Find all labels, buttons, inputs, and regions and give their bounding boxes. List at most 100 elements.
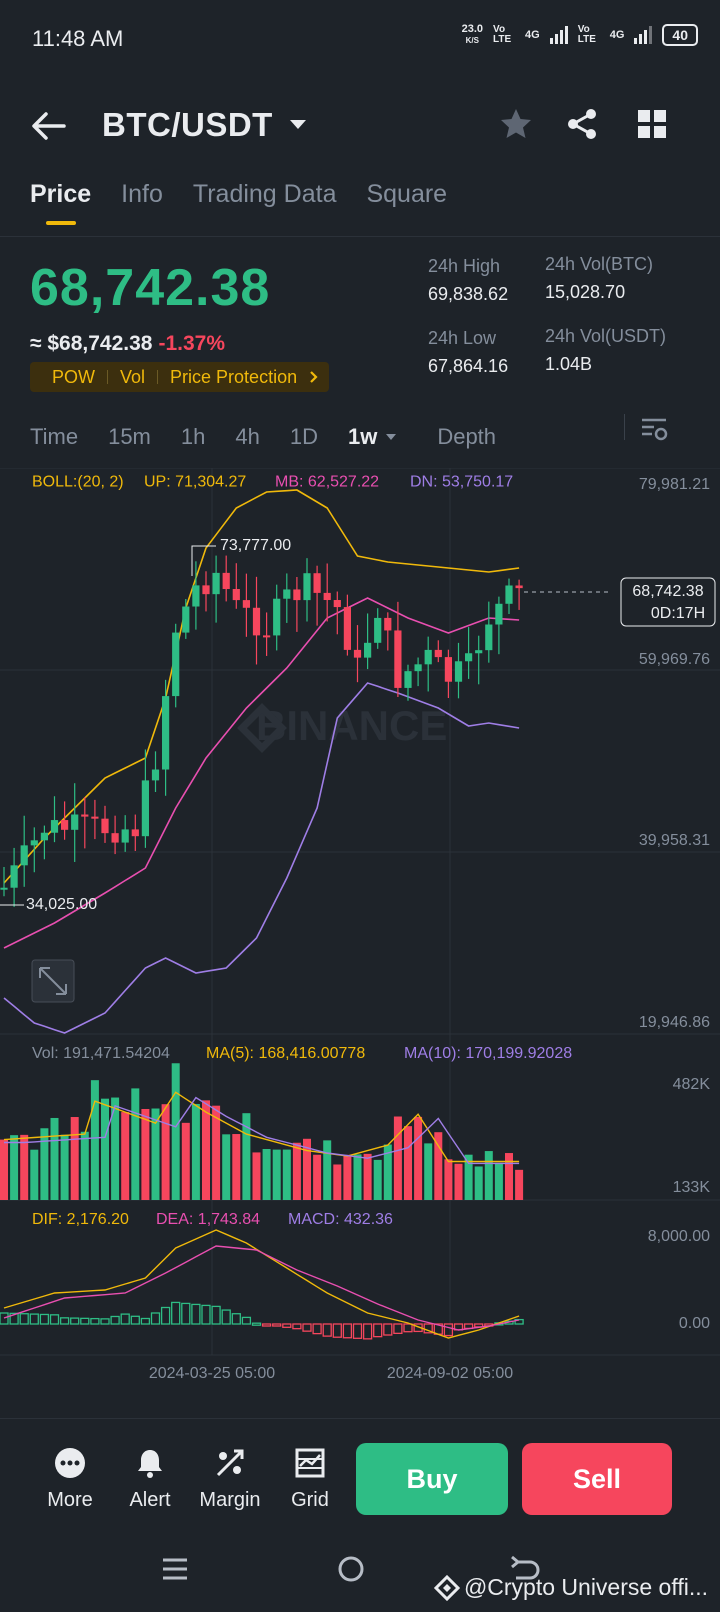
macd-bar	[140, 1317, 151, 1325]
candles	[0, 555, 523, 907]
grid-bot-button[interactable]: Grid	[270, 1447, 350, 1512]
margin-button[interactable]: Margin	[190, 1447, 270, 1512]
macd-bar	[150, 1312, 161, 1325]
vol-ma5-label: MA(5): 168,416.00778	[206, 1045, 365, 1062]
volume-bar	[161, 1104, 170, 1200]
signal-icon	[549, 26, 568, 44]
candle-body	[10, 865, 18, 888]
vol-btc-value: 15,028.70	[545, 282, 626, 302]
candle-body	[404, 671, 412, 688]
volte-label: Vo LTE	[493, 24, 512, 45]
volume-bar	[474, 1166, 483, 1200]
volume-bar	[484, 1151, 493, 1200]
interval-15m[interactable]: 15m	[108, 424, 151, 449]
volte-label-2: Vo LTE	[577, 24, 596, 45]
volume-bar	[0, 1139, 8, 1200]
alert-button[interactable]: Alert	[110, 1447, 190, 1512]
volume-bar	[272, 1149, 281, 1200]
volume-bar	[232, 1134, 241, 1200]
price-change: -1.37%	[158, 332, 226, 355]
tag-pills[interactable]: POW Vol Price Protection	[30, 362, 330, 392]
date-axis-label: 2024-03-25 05:00	[149, 1365, 275, 1382]
candle-body	[394, 630, 402, 688]
macd-bar	[373, 1323, 383, 1338]
macd-bar	[261, 1323, 272, 1327]
more-button[interactable]: More	[30, 1447, 110, 1512]
share-icon[interactable]	[564, 106, 600, 142]
candle-body	[444, 657, 452, 682]
tab-square[interactable]: Square	[366, 180, 448, 208]
volume-bar	[414, 1116, 423, 1200]
recents-icon[interactable]	[160, 1554, 190, 1584]
volume-bar	[111, 1097, 120, 1200]
candle-body	[434, 649, 442, 658]
boll-lower-line	[3, 682, 520, 1034]
chart-settings-icon[interactable]	[640, 414, 668, 442]
interval-4h[interactable]: 4h	[235, 424, 260, 449]
candle-body	[384, 617, 392, 631]
star-icon[interactable]	[498, 106, 534, 142]
candle-body	[182, 606, 190, 633]
interval-1w[interactable]: 1w	[348, 424, 397, 450]
macd-bar	[130, 1315, 140, 1325]
macd-bar	[342, 1323, 353, 1339]
macd-bar	[332, 1323, 342, 1338]
volume-bar	[212, 1105, 221, 1200]
vol-label: Vol: 191,471.54204	[32, 1045, 170, 1062]
macd-bar	[211, 1305, 221, 1325]
vol-btc-label: 24h Vol(BTC)	[545, 254, 654, 274]
macd-axis-label: 8,000.00	[648, 1228, 710, 1245]
macd-bar	[272, 1323, 282, 1327]
volume-bar	[353, 1154, 362, 1200]
back-nav-icon[interactable]	[508, 1554, 542, 1584]
tab-info[interactable]: Info	[121, 180, 163, 208]
tag-price-protection[interactable]: Price Protection	[170, 366, 298, 387]
system-nav-bar	[0, 1540, 720, 1612]
candlestick-chart[interactable]: BINANCE BOLL:(20, 2) UP: 71,304.27 MB: 6…	[0, 468, 720, 1416]
volume-bar	[50, 1117, 59, 1200]
tag-pow[interactable]: POW	[52, 366, 95, 387]
buy-button[interactable]: Buy	[356, 1443, 508, 1515]
volume-bar	[222, 1134, 231, 1200]
candle-body	[50, 820, 59, 833]
sell-button[interactable]: Sell	[522, 1443, 672, 1515]
volume-bar	[343, 1154, 352, 1200]
candle-body	[515, 585, 523, 589]
macd-bar	[383, 1323, 393, 1336]
candle-body	[303, 573, 311, 601]
back-arrow-icon[interactable]	[30, 108, 70, 144]
macd-histogram	[0, 1229, 524, 1340]
fullscreen-icon[interactable]	[31, 959, 75, 1003]
interval-depth[interactable]: Depth	[437, 424, 497, 449]
volume-bar	[292, 1142, 301, 1200]
candle-body	[333, 600, 341, 608]
interval-time[interactable]: Time	[30, 424, 79, 449]
volume-bar	[282, 1149, 291, 1200]
macd-bar	[181, 1302, 191, 1325]
net-speed: 23.0 K/S	[461, 23, 484, 46]
boll-middle-line	[3, 597, 520, 949]
volume-bar	[383, 1144, 392, 1200]
macd-bar	[19, 1313, 29, 1325]
tab-trading-data[interactable]: Trading Data	[192, 180, 337, 208]
macd-bar	[80, 1317, 90, 1325]
interval-1d[interactable]: 1D	[289, 424, 318, 449]
volume-bar	[60, 1134, 69, 1200]
macd-bar	[312, 1323, 322, 1335]
price-axis-label: 59,969.76	[639, 651, 710, 668]
volume-bar	[242, 1113, 251, 1200]
volume-bar	[90, 1080, 99, 1200]
interval-1h[interactable]: 1h	[180, 424, 206, 449]
fiat-price: ≈ $68,742.38	[30, 332, 153, 355]
macd-bar	[70, 1317, 80, 1325]
grid-icon[interactable]	[634, 106, 670, 142]
tab-price[interactable]: Price	[30, 180, 92, 225]
binance-logo-icon	[433, 1574, 460, 1601]
volume-bar	[80, 1131, 89, 1200]
home-icon[interactable]	[336, 1554, 366, 1584]
pair-selector[interactable]: BTC/USDT	[102, 106, 307, 144]
tag-vol[interactable]: Vol	[120, 366, 146, 387]
tab-bar: Price Info Trading Data Square	[30, 180, 448, 225]
margin-label: Margin	[199, 1489, 261, 1511]
macd-bar	[322, 1323, 332, 1337]
